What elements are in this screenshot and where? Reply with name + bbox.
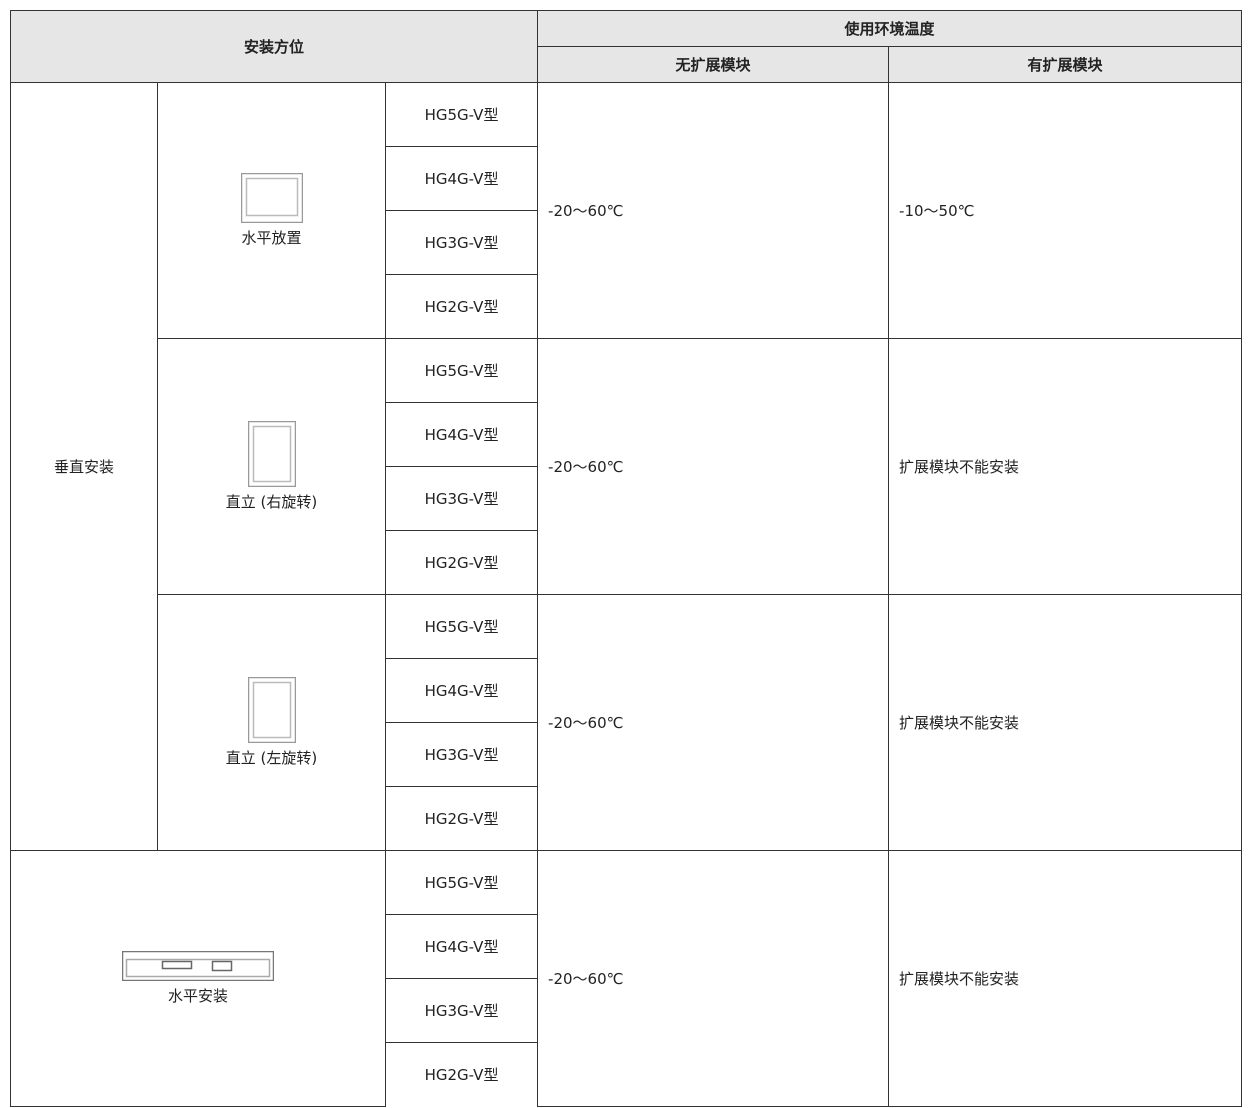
orientation-label: 直立 (右旋转) xyxy=(225,493,318,511)
model-cell: HG3G-V型 xyxy=(384,210,539,275)
mounting-cell: 垂直安装 xyxy=(10,82,158,851)
orientation-label: 水平安装 xyxy=(167,986,228,1005)
table-row: HG4G-V型 xyxy=(11,658,1242,723)
model-cell: HG4G-V型 xyxy=(384,402,539,467)
header-row: 安装方位 使用环境温度 xyxy=(9,10,1243,83)
device-icon xyxy=(122,950,274,981)
table-row: HG4G-V型 xyxy=(11,402,1242,467)
icon-part xyxy=(240,173,303,223)
icon-part xyxy=(122,950,274,981)
icon-part xyxy=(247,421,296,487)
orientation-label: 直立 (左旋转) xyxy=(225,749,318,767)
icon-part xyxy=(247,677,296,743)
header-cell: 无扩展模块 xyxy=(537,46,890,83)
temp-cell: -20～60℃ xyxy=(537,338,890,595)
model-cell: HG4G-V型 xyxy=(384,658,539,723)
table-body: 垂直安装 水平放置 HG5G-V型 -20～60℃ -10～50℃ HG4G-V型 HG3G… xyxy=(10,82,1243,1107)
temp-cell: -20～60℃ xyxy=(537,594,890,851)
table-row: HG3G-V型 xyxy=(11,978,1242,1043)
device-icon xyxy=(247,421,296,487)
device-icon xyxy=(240,173,303,223)
model-cell: HG5G-V型 xyxy=(384,338,539,403)
model-cell: HG3G-V型 xyxy=(384,978,539,1043)
table-row: 水平安装 HG5G-V型 -20～60℃ 扩展模块不能安装 xyxy=(10,850,1243,1107)
temp-cell: 扩展模块不能安装 xyxy=(888,594,1243,851)
model-cell: HG5G-V型 xyxy=(384,82,539,147)
icon-part xyxy=(245,177,298,217)
header-row: 无扩展模块 有扩展模块 xyxy=(11,46,1243,83)
table-row: HG2G-V型 xyxy=(11,1042,1242,1106)
orientation-cell: 水平安装 xyxy=(10,850,386,1107)
header-cell: 安装方位 xyxy=(9,10,539,83)
orientation-label: 水平放置 xyxy=(241,229,302,247)
model-cell: HG2G-V型 xyxy=(384,1042,539,1106)
temp-cell: -20～60℃ xyxy=(537,850,890,1107)
model-cell: HG3G-V型 xyxy=(384,722,539,787)
table-row: HG2G-V型 xyxy=(11,274,1242,339)
temperature-table: 安装方位 使用环境温度 无扩展模块 有扩展模块 垂直安装 水平放置 HG5G-V型 -… xyxy=(9,10,1243,1107)
table-row: HG3G-V型 xyxy=(11,466,1242,531)
table-row: 直立 (右旋转) HG5G-V型 -20～60℃ 扩展模块不能安装 xyxy=(11,338,1243,595)
model-cell: HG2G-V型 xyxy=(384,530,539,595)
temp-cell: -10～50℃ xyxy=(888,82,1243,339)
header-cell: 使用环境温度 xyxy=(537,10,1243,47)
temp-cell: 扩展模块不能安装 xyxy=(888,850,1243,1107)
table-row: 垂直安装 水平放置 HG5G-V型 -20～60℃ -10～50℃ xyxy=(10,82,1243,851)
model-cell: HG4G-V型 xyxy=(384,146,539,211)
model-cell: HG2G-V型 xyxy=(384,274,539,339)
icon-part xyxy=(211,960,233,971)
model-cell: HG3G-V型 xyxy=(384,466,539,531)
header-cell: 有扩展模块 xyxy=(888,46,1243,83)
table-row: HG4G-V型 xyxy=(11,914,1242,979)
model-cell: HG5G-V型 xyxy=(384,594,539,659)
table-row: HG3G-V型 xyxy=(11,722,1242,787)
table-row: HG2G-V型 xyxy=(11,530,1242,595)
table-row: 直立 (左旋转) HG5G-V型 -20～60℃ 扩展模块不能安装 xyxy=(11,594,1243,851)
temp-cell: 扩展模块不能安装 xyxy=(888,338,1243,595)
temp-cell: -20～60℃ xyxy=(537,82,890,339)
device-icon xyxy=(247,677,296,743)
icon-part xyxy=(161,960,193,969)
icon-part xyxy=(252,425,291,483)
orientation-cell: 水平放置 xyxy=(157,82,386,339)
icon-part xyxy=(125,958,271,977)
icon-part xyxy=(252,681,291,739)
orientation-cell: 直立 (右旋转) xyxy=(157,338,386,595)
model-cell: HG4G-V型 xyxy=(384,914,539,979)
model-cell: HG2G-V型 xyxy=(384,786,539,851)
orientation-cell: 直立 (左旋转) xyxy=(157,594,386,851)
model-cell: HG5G-V型 xyxy=(384,850,539,915)
